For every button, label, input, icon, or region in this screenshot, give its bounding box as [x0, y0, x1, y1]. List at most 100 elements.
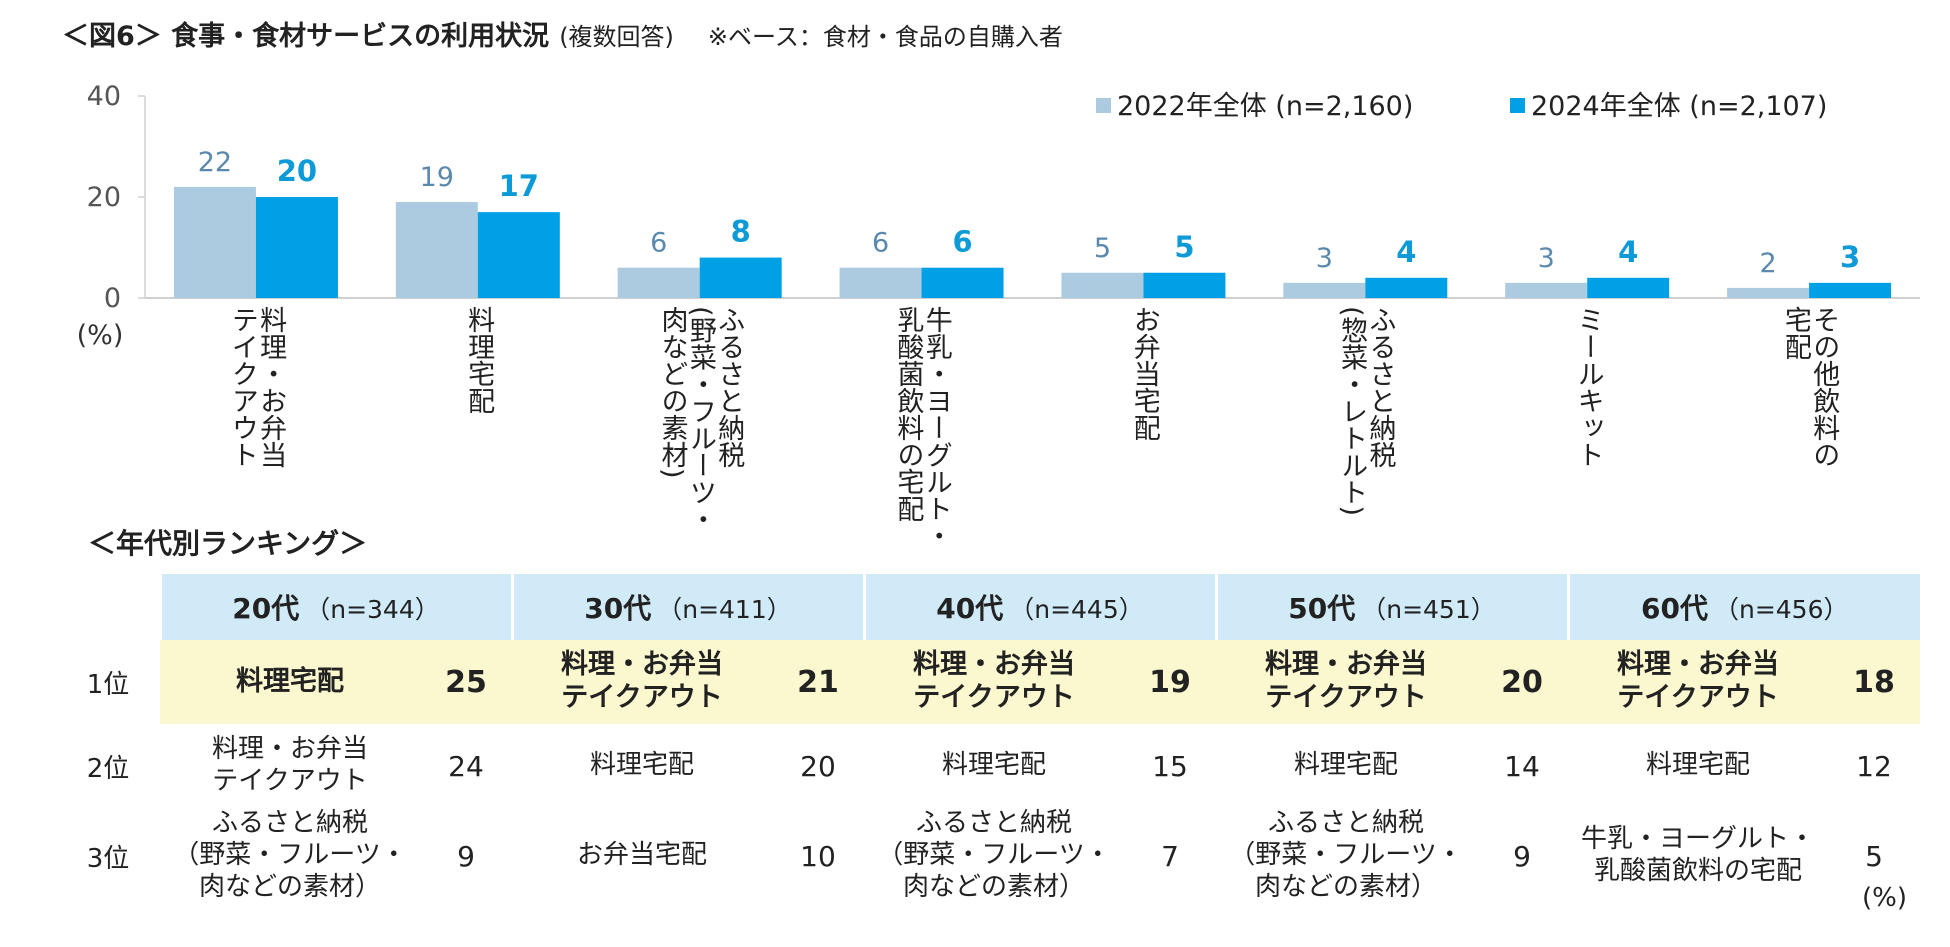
data-label-2024: 17 — [499, 169, 539, 203]
data-label-2024: 4 — [1618, 235, 1638, 269]
group-header-60s: 60代 （n=456） — [1566, 574, 1920, 640]
rank-item: 料理宅配 — [1293, 750, 1398, 781]
category-label: 料理宅配 — [463, 306, 495, 414]
bar-2022 — [839, 267, 922, 298]
bar-chart: 0 20 40 (%) 22 19 6 6 5 3 3 2 20 17 8 6 5 4 4 3 — [77, 81, 1920, 351]
bar-2024 — [477, 212, 560, 298]
rank-item: 牛乳・ヨーグルト・ 乳酸菌飲料の宅配 — [1580, 824, 1815, 886]
rank-item: 料理・お弁当 テイクアウト — [211, 734, 368, 796]
figure-title-row: ＜図6＞ 食事・食材サービスの利用状況 (複数回答) ※ベース：食材・食品の自購入者 — [62, 14, 1063, 53]
data-label-2022: 3 — [1538, 243, 1555, 274]
rank-item: 料理・お弁当 テイクアウト — [864, 640, 1124, 724]
data-label-2022: 6 — [872, 228, 889, 259]
table-row-rank-1: 1位 料理宅配 25 料理・お弁当 テイクアウト 21 料理・お弁当 テイクアウト 1… — [56, 640, 1920, 724]
rank-item: 料理宅配 — [160, 640, 420, 724]
rank-item: 料理・お弁当 テイクアウト — [512, 640, 772, 724]
bar-2024 — [921, 267, 1004, 298]
bar-2022 — [1505, 282, 1588, 298]
ranking-title: ＜年代別ランキング＞ — [88, 527, 368, 560]
rank-value: 15 — [1152, 749, 1188, 783]
category-label: ふるさと納税 (惣菜・レトルト) — [1336, 306, 1396, 517]
bar-2024 — [699, 257, 782, 298]
bar-2022 — [395, 202, 478, 298]
rank-label: 2位 — [86, 753, 130, 784]
age-label: 20代 — [232, 592, 300, 625]
legend-item-2022: 2022年全体 (n=2,160) — [1096, 84, 1413, 123]
bar-2024 — [255, 197, 338, 298]
category-label: 料理・お弁当 テイクアウト — [226, 306, 287, 468]
legend-swatch-2022 — [1096, 98, 1111, 113]
table-row-rank-3: 3位 ふるさと納税 （野菜・フルーツ・ 肉などの素材） 9 お弁当宅配 10 ふるさ… — [56, 808, 1920, 904]
data-label-2022: 6 — [650, 228, 667, 259]
rank-value: 9 — [457, 839, 475, 873]
group-header-20s: 20代 （n=344） — [158, 574, 512, 640]
rank-item: ふるさと納税 （野菜・フルーツ・ 肉などの素材） — [1229, 808, 1463, 902]
rank-item: 料理宅配 — [941, 750, 1046, 781]
bar-2024 — [1587, 277, 1670, 298]
bar-2022 — [173, 186, 256, 298]
legend-label-2024: 2024年全体 (n=2,107) — [1531, 91, 1828, 122]
rank-item: 料理宅配 — [1645, 750, 1750, 781]
category-label: お弁当宅配 — [1128, 306, 1160, 441]
rank-value: 7 — [1161, 839, 1179, 873]
rank-label: 3位 — [86, 843, 130, 874]
age-label: 30代 — [584, 592, 652, 625]
rank-value: 14 — [1504, 749, 1540, 783]
legend-label-2022: 2022年全体 (n=2,160) — [1117, 91, 1414, 122]
data-label-2024: 4 — [1396, 235, 1416, 269]
category-label: 牛乳・ヨーグルト・ 乳酸菌飲料の宅配 — [892, 306, 952, 549]
sample-size: （n=411） — [657, 595, 792, 624]
age-ranking-table: 20代 （n=344） 30代 （n=411） 40代 （n=445） 50代 （n=4… — [56, 574, 1920, 904]
data-label-2024: 3 — [1840, 240, 1860, 274]
sample-size: （n=445） — [1009, 595, 1144, 624]
category-label: ふるさと納税 (野菜・フルーツ・ 肉などの素材) — [656, 306, 745, 533]
bar-2022 — [1061, 272, 1144, 298]
rank-value: 5 — [1865, 839, 1883, 873]
bar-2024 — [1809, 282, 1892, 298]
rank-value: 24 — [448, 749, 484, 783]
group-header-30s: 30代 （n=411） — [510, 574, 864, 640]
data-label-2022: 3 — [1316, 243, 1333, 274]
rank-value: 20 — [1476, 640, 1568, 724]
y-tick-label: 40 — [87, 81, 121, 112]
rank-value: 18 — [1828, 640, 1920, 724]
rank-value: 12 — [1856, 749, 1892, 783]
table-corner — [56, 574, 160, 640]
rank-value: 9 — [1513, 839, 1531, 873]
category-label: ミールキット — [1572, 306, 1604, 468]
sample-size: （n=344） — [305, 595, 440, 624]
age-label: 50代 — [1288, 592, 1356, 625]
y-axis-unit: (%) — [77, 320, 124, 351]
rank-item: お弁当宅配 — [576, 840, 707, 871]
bar-2024 — [1143, 272, 1226, 298]
bar-2022 — [617, 267, 700, 298]
bar-2022 — [1283, 282, 1366, 298]
category-label: その他飲料の 宅配 — [1779, 306, 1840, 468]
rank-value: 19 — [1124, 640, 1216, 724]
rank-item: ふるさと納税 （野菜・フルーツ・ 肉などの素材） — [877, 808, 1111, 902]
figure-title-paren: (複数回答) — [559, 23, 674, 51]
data-label-2022: 5 — [1094, 233, 1111, 264]
age-label: 60代 — [1641, 592, 1708, 625]
rank-value: 10 — [800, 839, 836, 873]
figure-title: ＜図6＞ 食事・食材サービスの利用状況 — [62, 21, 550, 52]
rank-value: 21 — [772, 640, 864, 724]
legend-item-2024: 2024年全体 (n=2,107) — [1510, 84, 1827, 123]
rank-item: 料理・お弁当 テイクアウト — [1568, 640, 1828, 724]
bar-2022 — [1727, 287, 1810, 298]
age-label: 40代 — [936, 592, 1004, 625]
table-row-rank-2: 2位 料理・お弁当 テイクアウト 24 料理宅配 20 料理宅配 15 料理宅配 14 … — [56, 724, 1920, 808]
sample-size: （n=456） — [1713, 595, 1849, 624]
group-header-50s: 50代 （n=451） — [1214, 574, 1568, 640]
rank-value: 25 — [420, 640, 512, 724]
data-label-2024: 8 — [731, 215, 751, 249]
y-tick-label: 20 — [87, 182, 121, 213]
data-label-2024: 20 — [277, 154, 317, 188]
rank-item: 料理宅配 — [589, 750, 694, 781]
bar-2024 — [1365, 277, 1448, 298]
base-note: ※ベース：食材・食品の自購入者 — [707, 23, 1063, 51]
data-label-2022: 22 — [198, 147, 232, 178]
data-label-2024: 6 — [952, 225, 972, 259]
rank-label: 1位 — [86, 669, 130, 700]
rank-item: 料理・お弁当 テイクアウト — [1216, 640, 1476, 724]
